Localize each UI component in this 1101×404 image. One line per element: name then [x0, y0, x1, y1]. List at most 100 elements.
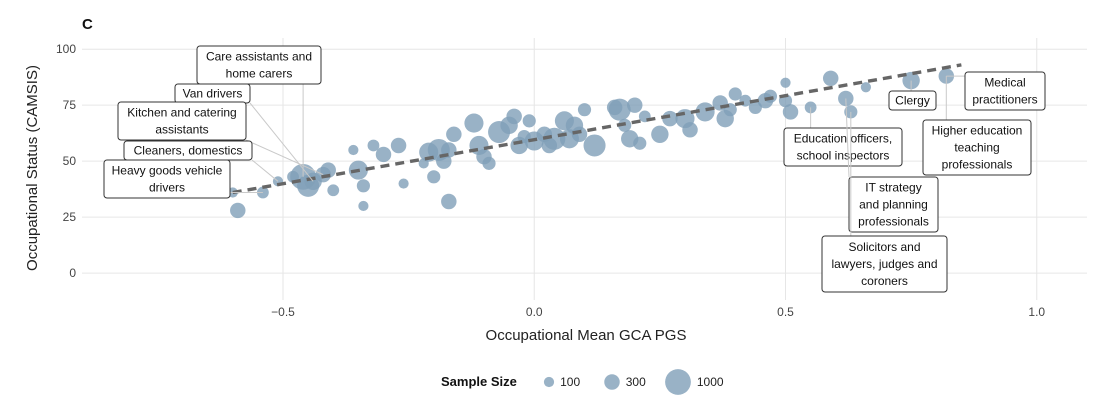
annotation-box [848, 176, 939, 233]
x-tick-label: 1.0 [1028, 305, 1045, 319]
y-tick-label: 50 [63, 154, 77, 168]
data-point [860, 82, 872, 93]
data-point [446, 126, 462, 143]
x-axis-title: Occupational Mean GCA PGS [486, 327, 687, 344]
annotation-text: Van drivers [183, 87, 243, 101]
data-point [522, 114, 536, 128]
data-point [320, 162, 336, 178]
data-point [577, 103, 592, 117]
annotation-leader-line [245, 139, 324, 176]
data-point [375, 146, 392, 163]
legend-size-label: 300 [626, 375, 646, 389]
annotation-text: Medical [984, 76, 1025, 90]
annotation-text: practitioners [972, 93, 1037, 107]
annotation-label: Care assistants and home carers [196, 45, 322, 177]
annotation-box [964, 71, 1046, 111]
annotation-text: Higher education [932, 124, 1023, 138]
data-point [327, 184, 340, 197]
x-tick-label: −0.5 [271, 305, 295, 319]
annotation-label: Clergy [888, 80, 937, 111]
annotation-label: Van drivers [174, 83, 314, 182]
annotation-label: IT strategy and planning professionals [845, 98, 939, 233]
size-legend: Sample Size 100 300 1000 [441, 369, 724, 395]
annotation-label: Kitchen and catering assistants [117, 101, 324, 176]
annotation-label: Heavy goods vehicle drivers [103, 159, 263, 199]
annotation-text: school inspectors [797, 149, 890, 163]
data-point [230, 202, 246, 219]
tick-layer: 0 25 50 75 100 −0.5 0.0 0.5 1.0 [56, 42, 1045, 319]
data-point [627, 97, 643, 113]
annotation-box [888, 90, 937, 111]
annotation-leader-line [249, 102, 314, 182]
annotation-text: Cleaners, domestics [134, 144, 243, 158]
data-point [367, 139, 380, 152]
data-point [682, 122, 698, 138]
y-axis-title: Occupational Status (CAMSIS) [24, 65, 41, 271]
data-point [482, 156, 496, 170]
data-point [633, 136, 647, 150]
legend-size-circle [665, 369, 691, 395]
data-point [780, 77, 791, 88]
legend-title: Sample Size [441, 374, 517, 389]
annotation-text: home carers [226, 67, 293, 81]
annotation-text: coroners [861, 274, 908, 288]
legend-size-circle [604, 374, 620, 390]
data-point [441, 193, 457, 210]
legend-size-label: 100 [560, 375, 580, 389]
annotation-text: Clergy [895, 94, 930, 108]
data-point [651, 125, 669, 143]
legend-size-label: 1000 [697, 375, 724, 389]
data-point [608, 98, 631, 121]
y-tick-label: 0 [69, 266, 76, 280]
trend-layer [232, 63, 962, 195]
data-point [543, 127, 566, 150]
data-point [571, 126, 588, 143]
annotation-text: Care assistants and [206, 50, 312, 64]
data-point [844, 105, 858, 119]
data-point [356, 179, 370, 193]
annotation-text: drivers [149, 181, 185, 195]
legend-size-circle [543, 376, 555, 388]
data-point [358, 200, 369, 212]
x-tick-label: 0.5 [777, 305, 794, 319]
x-tick-label: 0.0 [526, 305, 543, 319]
annotation-text: IT strategy [865, 181, 921, 195]
annotation-text: professionals [942, 158, 1013, 172]
annotation-text: Kitchen and catering [127, 106, 236, 120]
annotation-text: lawyers, judges and [831, 257, 937, 271]
data-point [398, 178, 409, 189]
data-point [464, 113, 484, 133]
annotation-box [103, 159, 231, 199]
data-point [348, 144, 359, 156]
data-point [838, 90, 854, 107]
annotation-box [117, 101, 247, 141]
data-point [427, 170, 441, 184]
y-tick-label: 100 [56, 42, 76, 56]
panel-label: C [82, 16, 93, 33]
point-layer [227, 68, 955, 219]
annotation-leader-line [251, 159, 279, 182]
data-point [782, 104, 799, 120]
data-point [728, 87, 742, 101]
annotation-label: Higher education teaching professionals [922, 76, 1032, 176]
annotation-box [783, 127, 903, 167]
annotation-text: Education officers, [794, 132, 893, 146]
data-point [506, 108, 522, 125]
annotation-text: teaching [954, 141, 999, 155]
annotation-box [196, 45, 322, 85]
y-tick-label: 25 [63, 210, 77, 224]
data-point [695, 102, 715, 122]
annotation-text: Heavy goods vehicle [112, 164, 223, 178]
annotation-label: Solicitors and lawyers, judges and coroner… [821, 111, 948, 293]
data-point [662, 110, 678, 127]
y-tick-label: 75 [63, 98, 77, 112]
annotation-text: and planning [859, 198, 928, 212]
data-point [390, 137, 407, 154]
data-point [822, 70, 839, 87]
annotation-label: Cleaners, domestics [123, 140, 279, 182]
annotation-label: Education officers, school inspectors [783, 107, 903, 167]
annotation-text: professionals [858, 215, 929, 229]
trend-line [232, 63, 962, 195]
annotation-text: Solicitors and [848, 240, 920, 254]
